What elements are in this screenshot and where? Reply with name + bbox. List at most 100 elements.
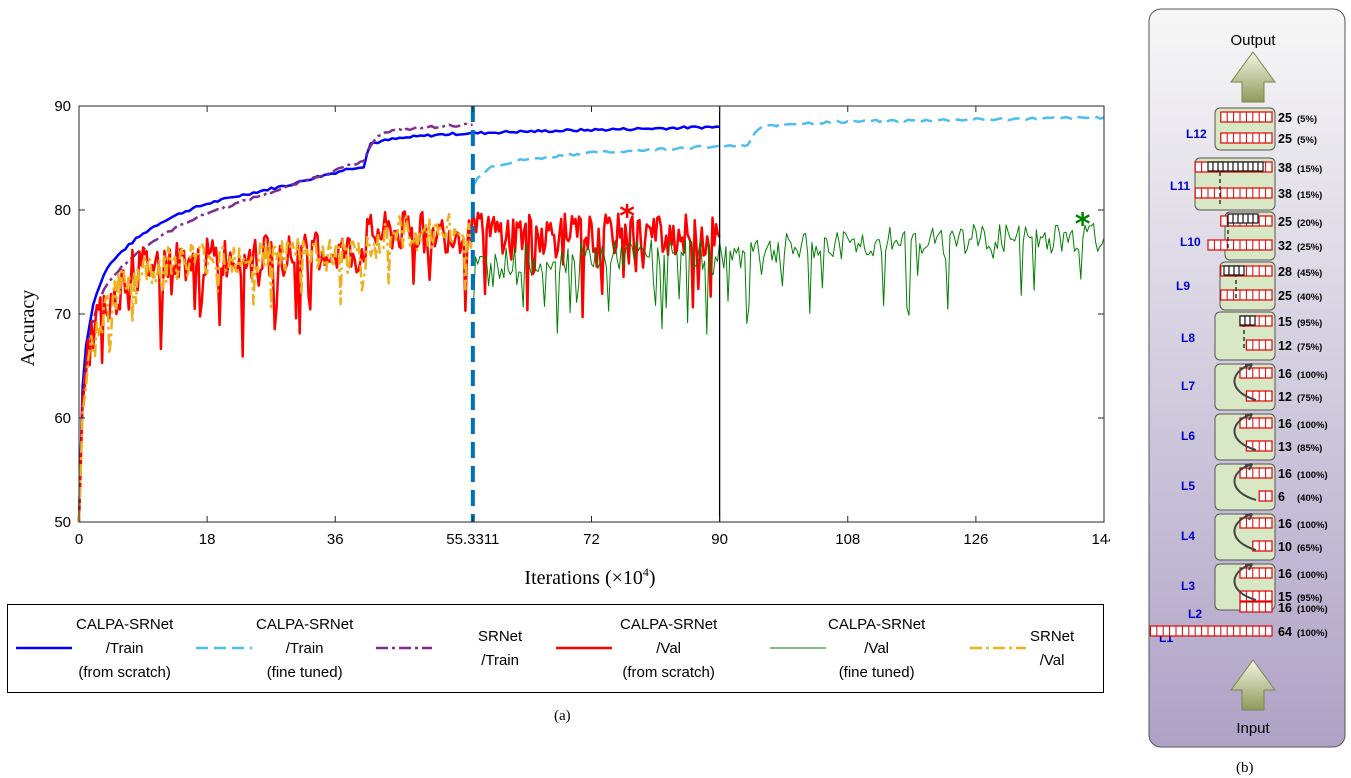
filter-percent: (100%)	[1297, 570, 1328, 581]
filter-count: 38	[1278, 161, 1292, 175]
layer-label: L12	[1186, 127, 1207, 141]
filter-cells	[1245, 339, 1273, 351]
filter-percent: (75%)	[1297, 393, 1322, 404]
layer-label: L4	[1181, 529, 1195, 543]
x-tick-label: 144	[1091, 531, 1110, 548]
filter-count: 16	[1278, 517, 1292, 531]
plot-area	[79, 106, 1104, 522]
skip-connection-arrow-icon	[1233, 363, 1257, 401]
filter-cells	[1258, 490, 1273, 502]
layer-label: L6	[1181, 429, 1195, 443]
filter-percent: (40%)	[1297, 493, 1322, 504]
skip-connection-arrow-icon	[1233, 463, 1257, 501]
legend-label-3: CALPA-SRNet/Val (from scratch)	[620, 616, 718, 681]
accuracy-chart: * * 0 18 36 55.3311 72 90 108 126 144 50 60 70 80 90 Ac…	[17, 98, 1110, 589]
skip-connection-arrow-icon	[1233, 513, 1257, 551]
x-tick-label: 72	[583, 531, 600, 548]
filter-count: 25	[1278, 215, 1292, 229]
filter-count: 16	[1278, 467, 1292, 481]
network-diagram: Output Input L12 25 (5%) 25 (5%) L11 38 (15%) 38…	[1148, 8, 1346, 748]
series-line-5	[77, 212, 474, 523]
legend-label-1: CALPA-SRNet/Train (fine tuned)	[256, 616, 354, 681]
filter-count: 25	[1278, 111, 1292, 125]
filter-cells	[1239, 601, 1273, 613]
diagram-input-label: Input	[1236, 720, 1270, 737]
filter-percent: (25%)	[1297, 242, 1322, 253]
filter-cells	[1220, 289, 1273, 301]
caption-b: (b)	[1236, 760, 1254, 776]
filter-percent: (5%)	[1297, 114, 1317, 125]
y-tick-label: 50	[54, 514, 71, 531]
input-arrow-icon	[1230, 659, 1276, 711]
filter-count: 32	[1278, 239, 1292, 253]
x-tick-label: 90	[711, 531, 728, 548]
output-arrow-icon	[1230, 51, 1276, 103]
filter-cells	[1245, 440, 1273, 452]
filter-cells	[1239, 367, 1273, 379]
filter-percent: (20%)	[1297, 218, 1322, 229]
x-tick-label: 55.3311	[446, 531, 499, 548]
diagram-output-label: Output	[1230, 32, 1276, 49]
pruned-cells	[1207, 161, 1264, 172]
filter-cells	[1220, 111, 1273, 123]
filter-percent: (95%)	[1297, 318, 1322, 329]
legend-label-5: SRNet/Val	[1030, 628, 1075, 669]
filter-percent: (100%)	[1297, 370, 1328, 381]
filter-percent: (85%)	[1297, 443, 1322, 454]
x-tick-label: 18	[199, 531, 216, 548]
filter-count: 38	[1278, 187, 1292, 201]
legend-swatch-4	[770, 647, 826, 649]
series-line-2	[77, 122, 473, 523]
layer-label: L10	[1180, 235, 1201, 249]
series-line-4	[472, 222, 1105, 335]
filter-count: 16	[1278, 567, 1292, 581]
legend-swatch-0	[16, 646, 72, 650]
filter-cells	[1220, 132, 1273, 144]
filter-count: 12	[1278, 339, 1292, 353]
best-point-marker-3: *	[619, 199, 635, 234]
filter-percent: (40%)	[1297, 292, 1322, 303]
layer-label: L5	[1181, 479, 1195, 493]
filter-percent: (100%)	[1297, 628, 1328, 639]
skip-connection-arrow-icon	[1233, 563, 1257, 601]
filter-percent: (65%)	[1297, 543, 1322, 554]
layer-label: L7	[1181, 379, 1195, 393]
filter-count: 15	[1278, 315, 1292, 329]
filter-percent: (45%)	[1297, 268, 1322, 279]
series-line-0	[77, 125, 720, 523]
filter-count: 16	[1278, 601, 1292, 615]
x-tick-label: 0	[75, 531, 83, 548]
filter-count: 16	[1278, 367, 1292, 381]
filter-percent: (15%)	[1297, 190, 1322, 201]
filter-count: 13	[1278, 440, 1292, 454]
x-axis-label-main: Iterations (×10	[524, 567, 642, 589]
filter-cells	[1245, 390, 1273, 402]
filter-percent: (5%)	[1297, 135, 1317, 146]
filter-cells	[1239, 417, 1273, 429]
filter-percent: (95%)	[1297, 593, 1322, 604]
filter-count: 25	[1278, 289, 1292, 303]
filter-cells	[1207, 239, 1273, 251]
filter-percent: (100%)	[1297, 604, 1328, 615]
filter-percent: (75%)	[1297, 342, 1322, 353]
layer-label: L11	[1170, 179, 1190, 193]
pruned-cells	[1223, 265, 1245, 276]
legend-label-0: CALPA-SRNet/Train (from scratch)	[76, 616, 174, 681]
y-tick-label: 90	[54, 98, 71, 115]
filter-count: 28	[1278, 265, 1292, 279]
layer-label: L9	[1176, 279, 1190, 293]
y-axis-label: Accuracy	[17, 290, 39, 367]
x-axis-label-sup: 4	[643, 565, 649, 579]
filter-percent: (100%)	[1297, 420, 1328, 431]
filter-percent: (15%)	[1297, 164, 1322, 175]
legend-label-4: CALPA-SRNet/Val (fine tuned)	[828, 616, 926, 681]
best-point-marker-4: *	[1075, 208, 1091, 243]
series-line-3	[77, 210, 721, 523]
y-tick-label: 80	[54, 202, 71, 219]
legend-swatch-2	[376, 646, 432, 650]
filter-count: 16	[1278, 417, 1292, 431]
chart-legend: CALPA-SRNet/Train (from scratch) CALPA-SRN…	[7, 604, 1104, 693]
filter-count: 6	[1278, 490, 1285, 504]
filter-cells	[1239, 517, 1273, 529]
x-tick-label: 108	[835, 531, 860, 548]
